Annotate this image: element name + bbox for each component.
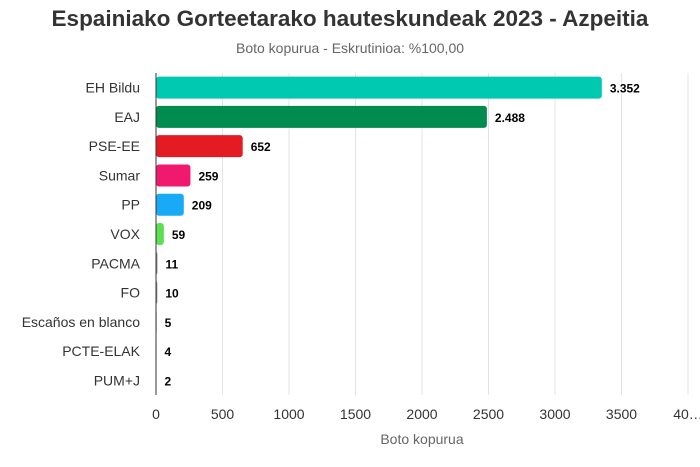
x-tick-label: 500 [211,406,235,422]
x-tick-label: 3000 [539,406,570,422]
data-label: 10 [165,287,179,301]
x-tick-label: 40… [673,406,700,422]
bar [156,164,191,187]
bar [156,193,184,216]
category-label: PACMA [91,255,140,271]
bar [156,76,602,99]
category-label: VOX [110,226,140,242]
data-label: 2 [165,374,172,388]
category-label: PUM+J [94,372,140,388]
data-label: 3.352 [610,82,640,96]
data-label: 2.488 [495,111,525,125]
x-tick-label: 1000 [273,406,304,422]
chart-subtitle: Boto kopurua - Eskrutinioa: %100,00 [235,40,465,56]
category-label: Sumar [99,167,141,183]
x-axis-title: Boto kopurua [380,431,463,447]
category-label: PSE-EE [89,138,140,154]
x-tick-label: 2500 [473,406,504,422]
data-label: 259 [198,169,218,183]
x-tick-label: 3500 [606,406,637,422]
category-label: Escaños en blanco [22,314,141,330]
bar [156,105,487,128]
bar [156,135,243,158]
category-label: PCTE-ELAK [62,343,140,359]
data-label: 4 [165,345,172,359]
category-label: EAJ [114,109,140,125]
chart-title: Espainiako Gorteetarako hauteskundeak 20… [51,6,649,31]
category-labels: EH Bildu EAJ PSE-EE Sumar PP VOX PACMA FO Escaño… [22,80,141,389]
data-label: 5 [165,316,172,330]
bars [156,76,602,392]
x-tick-labels: 0 500 1000 1500 2000 2500 3000 3500 40… [152,406,700,422]
bar [156,223,164,245]
category-label: EH Bildu [86,80,140,96]
gridlines [222,73,689,395]
category-label: PP [121,197,140,213]
x-tick-label: 0 [152,406,160,422]
data-label: 209 [192,199,212,213]
data-label: 11 [165,257,178,271]
category-label: FO [121,285,141,301]
data-label: 59 [172,228,186,242]
x-tick-label: 1500 [340,406,371,422]
data-label: 652 [251,140,271,154]
x-tick-label: 2000 [406,406,437,422]
data-labels: 3.352 2.488 652 259 209 59 11 10 5 4 2 [165,82,641,389]
